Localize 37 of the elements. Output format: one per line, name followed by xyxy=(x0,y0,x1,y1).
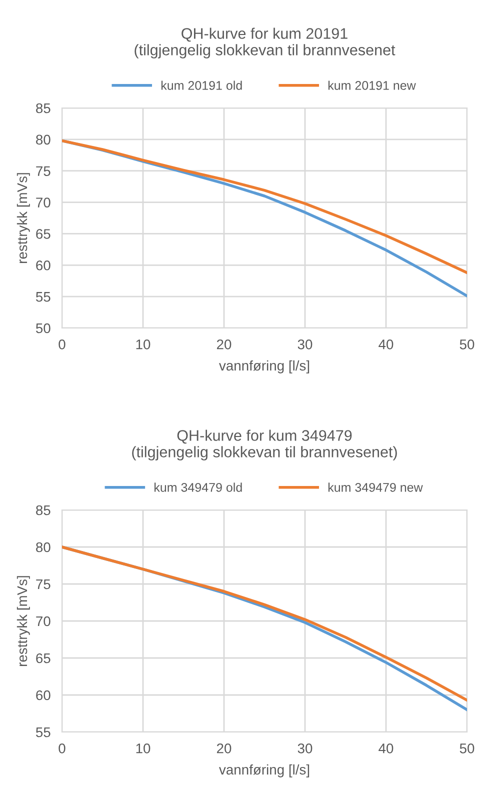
y-tick-label: 50 xyxy=(36,323,50,334)
chart-title: QH-kurve for kum 349479 (tilgjengelig slokkevan til brannvesenet) xyxy=(132,430,397,460)
chart-title: QH-kurve for kum 20191 (tilgjengelig slokkevan til brannvesenet xyxy=(134,28,396,58)
x-tick-label: 10 xyxy=(136,743,150,754)
x-tick-label: 50 xyxy=(460,339,474,350)
legend-label: kum 20191 old xyxy=(161,80,242,90)
x-tick-label: 30 xyxy=(298,743,312,754)
x-tick-label: 30 xyxy=(298,339,312,350)
x-tick-label: 0 xyxy=(58,339,66,350)
y-tick-label: 55 xyxy=(36,292,50,302)
x-axis-title: vannføring [l/s] xyxy=(219,764,310,778)
x-tick-label: 20 xyxy=(216,743,232,754)
x-tick-label: 20 xyxy=(216,339,232,350)
y-tick-label: 85 xyxy=(36,103,50,114)
y-tick-label: 70 xyxy=(36,198,50,208)
y-tick-label: 60 xyxy=(36,260,50,270)
y-tick-label: 75 xyxy=(36,166,50,176)
x-tick-label: 10 xyxy=(136,339,150,350)
y-axis-title: resttrykk [mVs] xyxy=(16,173,30,263)
y-tick-label: 75 xyxy=(36,579,50,590)
x-tick-label: 0 xyxy=(58,743,66,754)
y-tick-label: 85 xyxy=(36,505,50,516)
x-tick-label: 40 xyxy=(378,743,394,754)
y-tick-label: 60 xyxy=(36,690,50,700)
y-tick-label: 65 xyxy=(36,653,50,664)
y-tick-label: 65 xyxy=(36,229,50,239)
y-tick-label: 80 xyxy=(36,542,50,552)
legend-label: kum 349479 new xyxy=(328,482,423,492)
legend-label: kum 349479 old xyxy=(154,482,242,492)
x-tick-label: 50 xyxy=(460,743,474,754)
y-tick-label: 55 xyxy=(36,727,50,738)
y-tick-label: 70 xyxy=(36,616,50,626)
legend-label: kum 20191 new xyxy=(328,80,416,90)
x-tick-label: 40 xyxy=(378,339,394,350)
y-tick-label: 80 xyxy=(36,134,50,145)
x-axis-title: vannføring [l/s] xyxy=(219,360,310,374)
y-axis-title: resttrykk [mVs] xyxy=(16,576,30,666)
